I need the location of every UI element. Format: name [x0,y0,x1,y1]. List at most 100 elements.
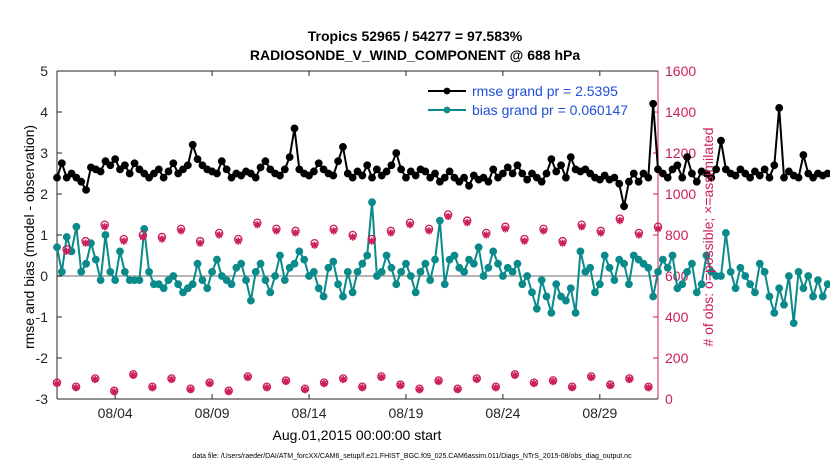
bias-point [57,268,66,276]
obs-assimilated-marker [492,384,500,392]
rmse-point [295,165,304,174]
rmse-point [179,165,187,174]
bias-point [649,292,658,301]
obs-assimilated-marker [158,235,166,243]
bias-point [271,272,280,280]
bias-point [566,284,575,293]
bias-point [494,259,502,268]
bias-point [557,292,565,301]
bias-point [469,259,478,268]
bias-point [765,292,774,301]
bias-point [397,268,406,276]
rmse-point [62,173,71,182]
x-axis-label: Aug.01,2015 00:00:00 start [273,427,442,443]
bias-point [106,268,115,276]
rmse-point [125,169,134,178]
bias-point [217,272,226,280]
plot-area: -3 -2 -1 0 1 2 3 4 5 0 200 400 600 800 1000 1200 1400 160… [36,63,697,421]
bias-point [154,280,163,289]
rmse-point [489,165,498,174]
rmse-point [363,161,372,170]
rmse-point [557,161,565,170]
y-tick-label: -2 [36,350,49,366]
bias-point [775,284,784,293]
rmse-point [96,167,105,176]
rmse-point [426,173,435,182]
y2-tick-label: 0 [665,391,673,407]
x-tick-label: 08/09 [195,405,230,421]
obs-assimilated-marker [301,386,309,394]
y2-tick-label: 1600 [665,63,696,79]
rmse-point [154,165,163,174]
rmse-point [460,173,469,182]
rmse-point [309,167,318,176]
rmse-point [227,173,236,182]
rmse-point [150,169,158,178]
rmse-point [717,136,725,145]
bias-point [654,268,662,276]
rmse-point [266,165,275,174]
rmse-point [629,169,638,178]
obs-assimilated-marker [377,373,385,382]
bias-point [353,268,362,276]
bias-point [169,272,178,280]
bias-point [416,268,425,276]
bias-point [246,296,255,305]
bias-point [402,259,410,268]
bias-point [431,255,439,264]
bias-point [358,259,367,268]
bias-point [780,300,788,309]
rmse-point [53,173,61,182]
bias-point [717,272,725,280]
obs-assimilated-marker [291,229,300,237]
rmse-point [494,173,502,182]
rmse-point [503,163,512,172]
chart-subtitle: RADIOSONDE_V_WIND_COMPONENT @ 688 hPa [250,47,580,63]
obs-assimilated-marker [368,237,376,245]
bias-point [697,280,706,289]
obs-assimilated-marker [282,377,290,386]
bias-point [523,272,532,280]
bias-point [518,280,527,289]
rmse-point [610,173,619,182]
rmse-point [518,169,527,178]
rmse-point [213,169,221,178]
rmse-point [712,165,721,174]
rmse-point [465,181,473,190]
rmse-point [217,157,226,166]
rmse-point [532,173,541,182]
rmse-point [174,169,183,178]
obs-assimilated-marker [186,386,195,394]
series-obs-assimilated-daily- [53,212,662,396]
bias-point [188,280,197,289]
x-tick-label: 08/29 [582,405,617,421]
bias-point [576,247,585,256]
rmse-point [222,165,231,174]
rmse-point [106,161,115,170]
rmse-point [101,157,110,166]
rmse-point [406,167,415,176]
rmse-point [343,169,352,178]
rmse-point [397,165,406,174]
bias-point [668,251,677,260]
bias-point [319,292,328,301]
y2-axis-label: # of obs: o=possible; ×=assimilated [700,127,716,346]
rmse-point [784,167,793,176]
obs-assimilated-marker [310,241,319,249]
obs-assimilated-marker [358,384,366,392]
bias-point [222,276,231,285]
bias-point [237,259,246,268]
rmse-point [736,165,745,174]
rmse-point [77,177,86,186]
obs-assimilated-marker [482,231,490,239]
obs-assimilated-marker [644,384,653,392]
rmse-point [765,173,774,182]
bias-point [455,263,464,272]
y2-tick-label: 400 [665,309,689,325]
rmse-point [499,169,507,178]
rmse-point [130,159,139,168]
obs-assimilated-marker [244,373,252,382]
obs-assimilated-marker [635,231,643,239]
x-tick-label: 08/14 [292,405,327,421]
rmse-point [658,169,667,178]
